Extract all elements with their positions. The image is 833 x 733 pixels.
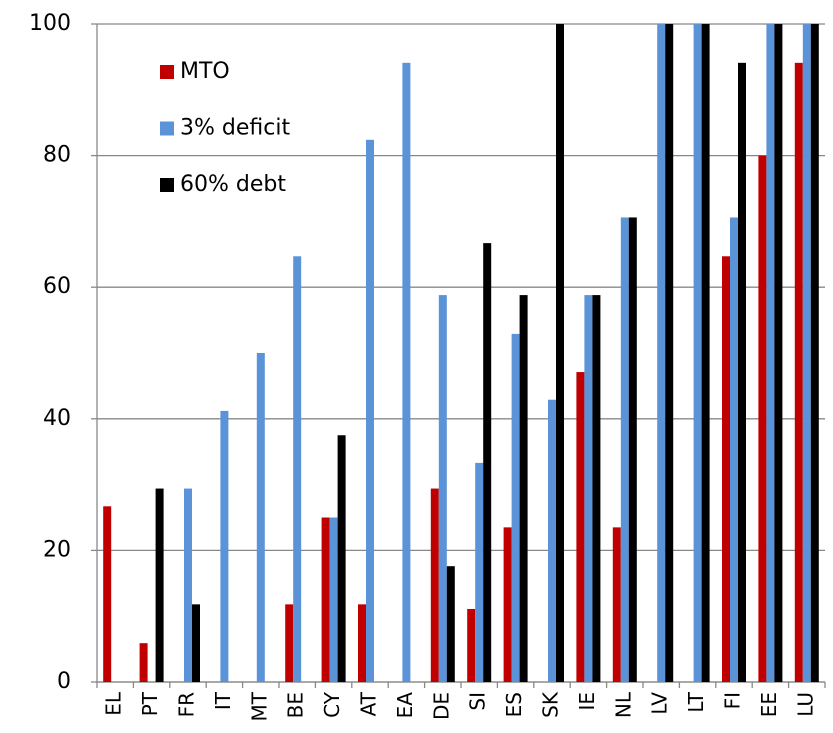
x-tick-label: ES	[502, 692, 526, 717]
bar	[794, 62, 803, 682]
x-tick-label: FI	[721, 692, 745, 709]
x-tick-label: NL	[611, 691, 635, 718]
bar	[430, 488, 439, 682]
bar	[620, 217, 629, 682]
bar	[701, 24, 710, 682]
bar	[584, 295, 593, 682]
bar	[366, 139, 374, 683]
bar	[519, 295, 528, 682]
bar	[155, 488, 164, 682]
x-tick-label: EL	[102, 691, 126, 716]
bar	[730, 217, 738, 682]
x-tick-label: CY	[320, 691, 344, 718]
bar	[592, 295, 601, 682]
legend-swatch	[160, 65, 174, 79]
bar	[103, 506, 112, 682]
bar	[774, 24, 783, 682]
x-tick-label: FR	[175, 692, 199, 718]
bar	[184, 488, 192, 682]
bar	[438, 295, 447, 682]
x-tick-label: IE	[575, 692, 599, 711]
bar	[665, 24, 674, 682]
y-tick-label: 40	[43, 406, 71, 431]
bar	[576, 372, 585, 682]
bar	[612, 527, 621, 682]
x-tick-label: IT	[211, 691, 235, 710]
x-tick-label: LT	[684, 691, 708, 712]
y-tick-label: 80	[43, 143, 71, 168]
bar	[766, 24, 775, 682]
legend-swatch	[160, 178, 174, 192]
bar	[337, 435, 346, 682]
legend-label: 3% deficit	[180, 116, 290, 141]
bar	[285, 604, 294, 682]
x-tick-label: BE	[284, 692, 308, 718]
y-tick-label: 100	[29, 11, 71, 36]
bar	[503, 527, 512, 682]
x-tick-label: AT	[357, 691, 381, 716]
bar	[548, 399, 556, 682]
bar	[722, 256, 730, 682]
bar	[358, 604, 366, 682]
x-tick-label: DE	[429, 692, 453, 720]
bar	[802, 24, 811, 682]
bar	[483, 243, 492, 682]
x-tick-label: SI	[466, 692, 490, 711]
y-tick-label: 20	[43, 537, 71, 562]
bar	[628, 217, 637, 682]
bar	[192, 604, 200, 682]
bar	[511, 333, 520, 682]
bar	[467, 608, 476, 682]
bar	[475, 462, 484, 682]
bar	[446, 566, 455, 682]
bar	[256, 353, 265, 682]
bar	[693, 24, 702, 682]
legend-label: MTO	[180, 59, 230, 84]
y-tick-label: 60	[43, 274, 71, 299]
bar	[139, 643, 148, 682]
bar	[657, 24, 666, 682]
bar	[556, 24, 564, 682]
bar	[402, 62, 411, 682]
legend-label: 60% debt	[180, 172, 286, 197]
legend-swatch	[160, 121, 174, 136]
x-tick-label: LV	[648, 692, 672, 715]
x-tick-label: LU	[793, 692, 817, 717]
bar	[758, 155, 767, 683]
bar	[220, 410, 229, 682]
bar	[329, 517, 338, 682]
x-tick-label: EA	[393, 692, 417, 719]
x-tick-label: SK	[539, 691, 563, 718]
x-tick-label: PT	[138, 691, 162, 716]
y-tick-label: 0	[57, 669, 71, 694]
bar	[810, 24, 819, 682]
x-tick-label: EE	[757, 692, 781, 717]
bar	[293, 256, 302, 682]
x-tick-label: MT	[247, 691, 271, 721]
bar	[738, 62, 746, 682]
bar	[321, 517, 330, 682]
